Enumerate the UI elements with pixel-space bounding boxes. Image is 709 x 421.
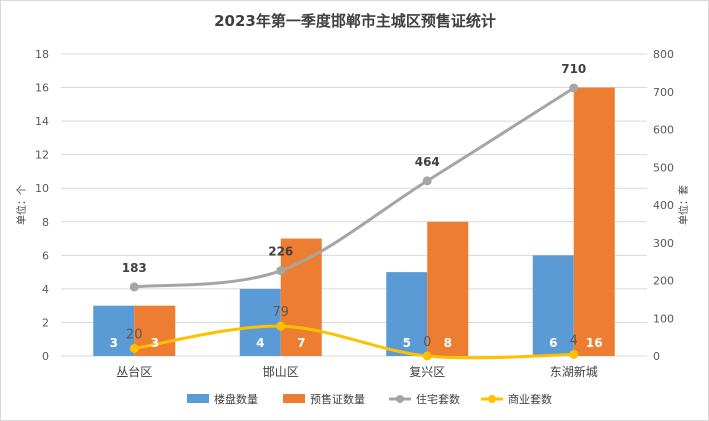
right-tick-label: 400 xyxy=(653,199,674,212)
residential-point xyxy=(276,266,286,276)
bar-building-count xyxy=(386,272,428,356)
left-tick-label: 4 xyxy=(42,283,49,296)
left-tick-label: 10 xyxy=(35,182,49,195)
legend-label: 商业套数 xyxy=(508,392,552,406)
left-tick-label: 6 xyxy=(42,249,49,262)
legend-label: 楼盘数量 xyxy=(214,392,258,406)
category-label: 丛台区 xyxy=(116,364,152,379)
residential-value-label: 183 xyxy=(122,261,147,275)
right-tick-label: 600 xyxy=(653,124,674,137)
residential-value-label: 226 xyxy=(268,245,293,259)
bar-building-count xyxy=(239,288,281,356)
left-tick-label: 0 xyxy=(42,350,49,363)
left-tick-label: 18 xyxy=(35,48,49,61)
data-labels: 3 4 5 6 3 7 8 16 183 226 464 710 20 79 0 4 xyxy=(110,62,603,350)
bar-value-label: 5 xyxy=(403,336,411,350)
right-tick-label: 500 xyxy=(653,161,674,174)
bar-building-count xyxy=(532,255,574,356)
residential-value-label: 464 xyxy=(415,155,440,169)
legend: 楼盘数量 预售证数量 住宅套数 商业套数 xyxy=(187,392,552,406)
bar-permit-count xyxy=(280,238,322,356)
residential-point xyxy=(422,176,432,186)
commercial-point xyxy=(129,343,139,353)
right-axis-title: 单位：套 xyxy=(677,185,690,225)
left-tick-label: 16 xyxy=(35,82,49,95)
legend-label: 预售证数量 xyxy=(310,392,365,406)
left-axis-ticks: 0 2 4 6 8 10 12 14 16 18 xyxy=(35,48,49,363)
line-series xyxy=(129,83,579,361)
residential-line xyxy=(134,86,575,289)
bar-value-label: 3 xyxy=(110,336,118,350)
category-labels: 丛台区 邯山区 复兴区 东湖新城 xyxy=(116,364,598,379)
bar-value-label: 7 xyxy=(297,336,305,350)
right-tick-label: 800 xyxy=(653,48,674,61)
right-tick-label: 700 xyxy=(653,86,674,99)
commercial-value-label: 79 xyxy=(272,305,289,320)
legend-label: 住宅套数 xyxy=(416,392,460,406)
legend-swatch xyxy=(187,394,209,403)
left-axis-title: 单位：个 xyxy=(15,185,28,225)
commercial-line xyxy=(134,324,574,360)
residential-point xyxy=(569,83,579,93)
bar-value-label: 16 xyxy=(586,336,603,350)
legend-marker xyxy=(488,395,496,403)
right-tick-label: 300 xyxy=(653,237,674,250)
left-tick-label: 8 xyxy=(42,216,49,229)
commercial-value-label: 0 xyxy=(423,335,431,350)
bar-value-label: 6 xyxy=(549,336,557,350)
commercial-point xyxy=(422,351,432,361)
commercial-point xyxy=(276,321,286,331)
commercial-value-label: 20 xyxy=(126,327,143,342)
bar-building-count xyxy=(93,305,135,356)
legend-marker xyxy=(396,395,404,403)
legend-swatch xyxy=(283,394,305,403)
bar-value-label: 4 xyxy=(256,336,264,350)
left-tick-label: 12 xyxy=(35,149,49,162)
bar-permit-count xyxy=(573,87,615,357)
commercial-point xyxy=(569,349,579,359)
chart-title: 2023年第一季度邯郸市主城区预售证统计 xyxy=(214,12,496,30)
right-tick-label: 200 xyxy=(653,275,674,288)
residential-value-label: 710 xyxy=(561,62,586,76)
commercial-value-label: 4 xyxy=(570,333,578,348)
bar-value-label: 8 xyxy=(444,336,452,350)
bar-permit-count xyxy=(427,221,469,356)
right-tick-label: 0 xyxy=(653,350,660,363)
right-tick-label: 100 xyxy=(653,312,674,325)
category-label: 东湖新城 xyxy=(550,364,598,379)
left-tick-label: 2 xyxy=(42,316,49,329)
category-label: 复兴区 xyxy=(409,365,445,379)
left-tick-label: 14 xyxy=(35,115,49,128)
category-label: 邯山区 xyxy=(263,364,299,379)
right-axis-ticks: 0 100 200 300 400 500 600 700 800 xyxy=(653,48,674,363)
residential-point xyxy=(129,282,139,292)
bar-value-label: 3 xyxy=(151,336,159,350)
